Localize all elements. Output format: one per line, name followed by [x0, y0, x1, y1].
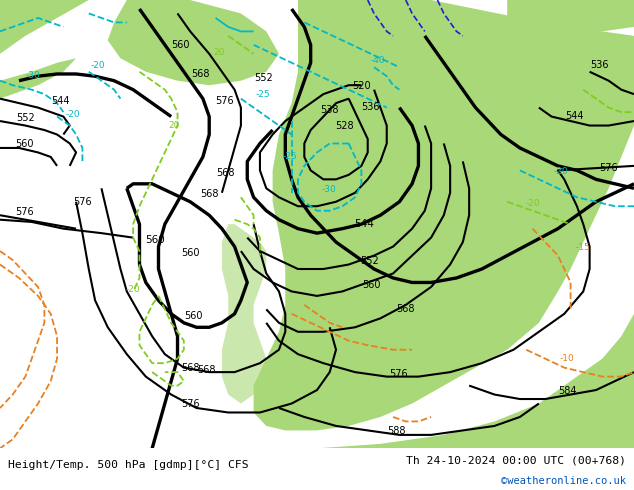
Text: 584: 584 — [558, 386, 577, 396]
Text: 552: 552 — [360, 256, 379, 266]
Text: 576: 576 — [73, 197, 92, 207]
Text: -10: -10 — [560, 354, 575, 363]
Text: -30: -30 — [25, 71, 41, 80]
Text: 560: 560 — [362, 280, 381, 290]
Polygon shape — [254, 0, 634, 430]
Text: -20: -20 — [91, 60, 106, 70]
Text: 20: 20 — [213, 49, 224, 57]
Text: -20: -20 — [126, 285, 141, 294]
Text: 560: 560 — [181, 248, 200, 258]
Polygon shape — [241, 314, 634, 448]
Text: 560: 560 — [15, 139, 34, 149]
Polygon shape — [507, 0, 634, 36]
Text: 568: 568 — [181, 363, 200, 373]
Text: 544: 544 — [354, 219, 375, 229]
Text: 544: 544 — [565, 111, 584, 121]
Text: 536: 536 — [361, 102, 380, 112]
Text: 568: 568 — [396, 304, 415, 315]
Text: 528: 528 — [335, 121, 354, 130]
Polygon shape — [108, 0, 279, 85]
Text: -40: -40 — [370, 56, 385, 66]
Text: 552: 552 — [16, 113, 35, 123]
Text: -20: -20 — [65, 110, 81, 119]
Text: 576: 576 — [599, 163, 618, 173]
Polygon shape — [0, 58, 76, 98]
Text: -30: -30 — [321, 185, 337, 194]
Text: Th 24-10-2024 00:00 UTC (00+768): Th 24-10-2024 00:00 UTC (00+768) — [406, 456, 626, 466]
Text: 520: 520 — [352, 81, 371, 91]
Text: 538: 538 — [320, 105, 339, 115]
Text: 536: 536 — [590, 60, 609, 70]
Text: 568: 568 — [200, 189, 219, 198]
Text: 576: 576 — [181, 398, 200, 409]
Text: -25: -25 — [256, 90, 271, 99]
Text: -20: -20 — [553, 167, 569, 176]
Text: 588: 588 — [387, 426, 406, 436]
Text: -15: -15 — [575, 243, 590, 252]
Text: 568: 568 — [191, 69, 210, 79]
Text: 560: 560 — [184, 311, 203, 321]
Text: 576: 576 — [389, 369, 408, 379]
Text: 560: 560 — [145, 235, 165, 245]
Text: 568: 568 — [197, 365, 216, 375]
Text: ©weatheronline.co.uk: ©weatheronline.co.uk — [501, 476, 626, 486]
Text: 560: 560 — [171, 40, 190, 50]
Text: -25: -25 — [283, 152, 298, 161]
Polygon shape — [222, 224, 266, 404]
Text: 20: 20 — [169, 121, 180, 130]
Text: 544: 544 — [51, 96, 70, 106]
Text: -20: -20 — [525, 199, 540, 209]
Polygon shape — [0, 0, 89, 54]
Text: 576: 576 — [15, 207, 34, 217]
Text: 576: 576 — [215, 96, 234, 106]
Text: Height/Temp. 500 hPa [gdmp][°C] CFS: Height/Temp. 500 hPa [gdmp][°C] CFS — [8, 460, 249, 470]
Text: 568: 568 — [216, 168, 235, 177]
Text: 552: 552 — [254, 74, 273, 83]
